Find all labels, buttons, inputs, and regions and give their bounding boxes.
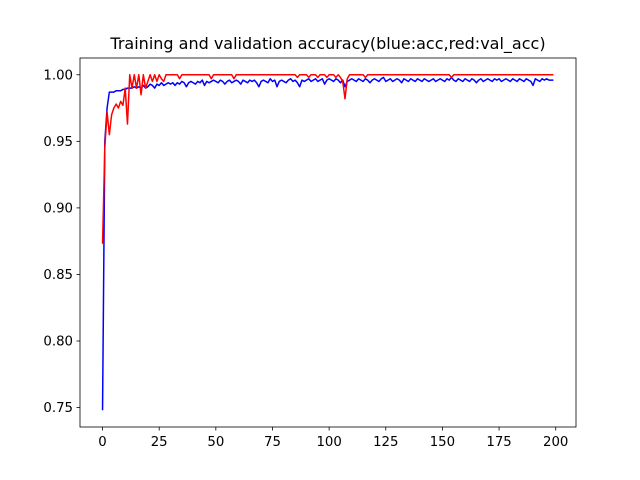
y-tick-label: 0.95: [43, 135, 73, 150]
series-line: [101, 76, 554, 411]
y-tick-label: 0.85: [43, 268, 73, 283]
y-tick-label: 0.75: [43, 401, 73, 416]
x-tick-label: 50: [207, 435, 224, 450]
chart-title: Training and validation accuracy(blue:ac…: [109, 34, 545, 54]
series-line: [101, 74, 554, 244]
x-tick-label: 0: [98, 435, 106, 450]
y-tick-label: 0.80: [43, 335, 73, 350]
x-tick-label: 150: [430, 435, 455, 450]
x-tick-label: 175: [486, 435, 511, 450]
x-tick-label: 75: [264, 435, 281, 450]
y-tick-label: 0.90: [43, 201, 73, 216]
y-tick-label: 1.00: [43, 68, 73, 83]
x-tick-label: 25: [151, 435, 168, 450]
x-tick-label: 125: [373, 435, 398, 450]
x-tick-label: 200: [543, 435, 568, 450]
x-tick-label: 100: [316, 435, 341, 450]
plot-frame: [79, 57, 577, 428]
